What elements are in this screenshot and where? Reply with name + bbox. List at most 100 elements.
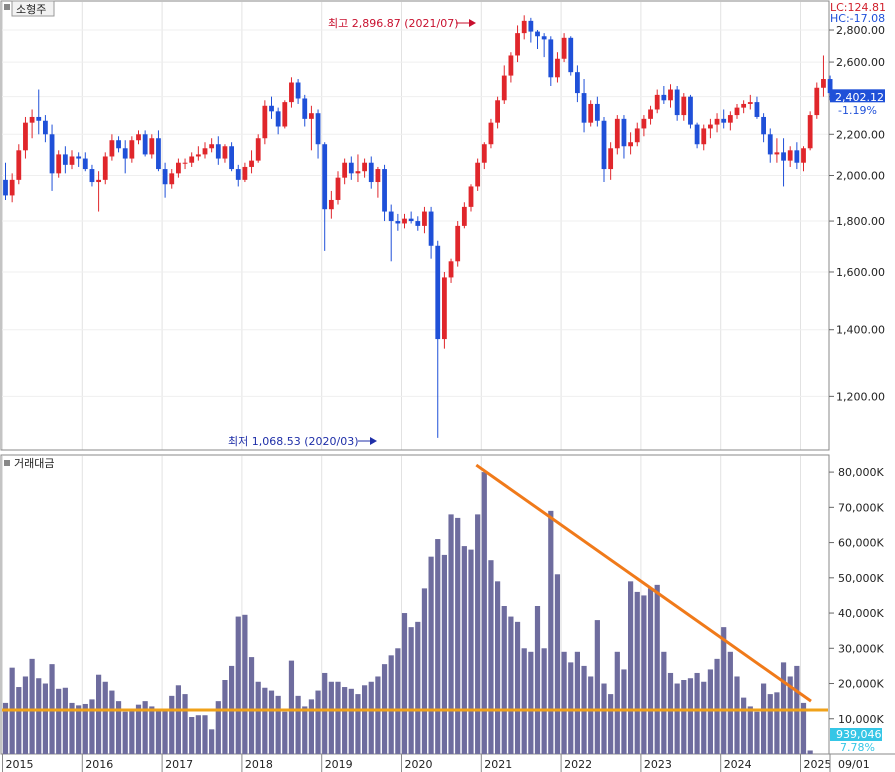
candle-body [202,148,208,155]
volume-bar [727,651,733,754]
candle-body [794,150,800,163]
candle-body [727,115,733,123]
volume-bar [335,681,341,754]
candle-body [701,128,707,145]
volume-bar [115,701,122,754]
candle-body [23,122,28,151]
candle-body [249,160,254,167]
volume-bar [734,676,740,754]
candle-body [176,162,181,174]
candle-body [641,118,647,129]
candle-body [588,103,594,123]
current-date-label: 09/01 [838,758,870,771]
candle-body [322,144,328,210]
candle-body [388,211,394,222]
candle-body [807,115,813,149]
volume-bar [302,706,308,754]
volume-axis: 80,000K 70,000K 60,000K 50,000K 40,000K 30,00… [829,466,884,726]
candle-body [242,166,248,180]
volume-bar [548,510,554,754]
candle-body [302,98,308,119]
volume-bar [248,657,255,754]
candle-body [422,211,427,226]
candle-body [741,103,747,108]
price-panel-title-box[interactable] [11,0,55,17]
volume-panel-square-icon [4,460,10,466]
candle-body [814,87,820,116]
candle-body [634,128,640,143]
candle-body [535,31,540,37]
volume-bar [488,560,494,754]
last-price-value: 2,402.12 [835,91,884,104]
volume-bar [614,651,620,754]
volume-bar [448,514,454,754]
price-panel-frame [0,0,830,451]
volume-bar [222,680,228,754]
candle-body [9,179,15,196]
volume-bar [554,574,561,754]
candle-body [156,138,161,170]
volume-tick-label: 50,000K [838,572,884,585]
price-panel-title: 소형주 [16,3,46,16]
volume-tick-label: 20,000K [838,678,884,691]
candle-body [189,156,195,163]
volume-trendline [475,463,812,703]
candle-body [62,154,68,165]
candle-body [575,72,580,94]
volume-bar [348,688,354,754]
high-annotation-arrowhead [469,19,476,27]
low-annotation: 최저 1,068.53 (2020/03) [228,435,359,448]
last-volume-value: 939,046 [836,728,882,741]
volume-bar [541,648,547,754]
high-annotation: 최고 2,896.87 (2021/07) [328,17,459,30]
candle-body [787,150,793,161]
volume-bar [16,687,22,754]
volume-bar [268,690,275,754]
volume-bar [568,662,574,754]
candle-body [621,118,627,147]
candle-body [674,89,680,116]
candle-body [209,144,215,149]
candle-body [169,173,175,185]
candle-body [82,158,88,170]
volume-tick-label: 60,000K [838,537,884,550]
candle-body [215,144,221,159]
candle-body [734,107,740,116]
volume-bar [674,683,680,754]
volume-bar [534,606,541,754]
candle-body [754,102,760,117]
volume-bar [388,655,394,754]
candle-body [395,221,401,224]
price-panel-square-icon [4,4,10,10]
volume-bar [621,669,627,754]
volume-bar [714,658,720,754]
candle-body [43,120,48,135]
volume-bar [282,711,288,754]
volume-bar [342,687,348,754]
volume-bar [155,708,162,754]
lc-label: LC:124.81 [830,1,886,14]
volume-bar [461,546,467,754]
volume-bar [209,729,215,754]
candle-body [49,134,55,174]
candle-body [648,109,653,119]
volume-tick-label: 10,000K [838,713,884,726]
volume-tick-label: 40,000K [838,607,884,620]
volume-bar [29,658,35,754]
last-volume-badge [830,728,882,741]
year-label: 2023 [644,758,672,771]
volume-bar [62,687,68,754]
volume-bar [195,715,201,754]
volume-bar [76,705,82,754]
candle-body [29,116,35,123]
volume-bar [169,695,175,754]
volume-bar [681,680,687,754]
volume-bar [707,669,713,754]
candle-body [275,111,281,127]
volume-bar [162,708,168,754]
candle-body [821,79,826,88]
volume-tick-label: 80,000K [838,466,884,479]
volume-bar [455,517,461,754]
year-label: 2020 [405,758,433,771]
candle-body [315,113,321,145]
